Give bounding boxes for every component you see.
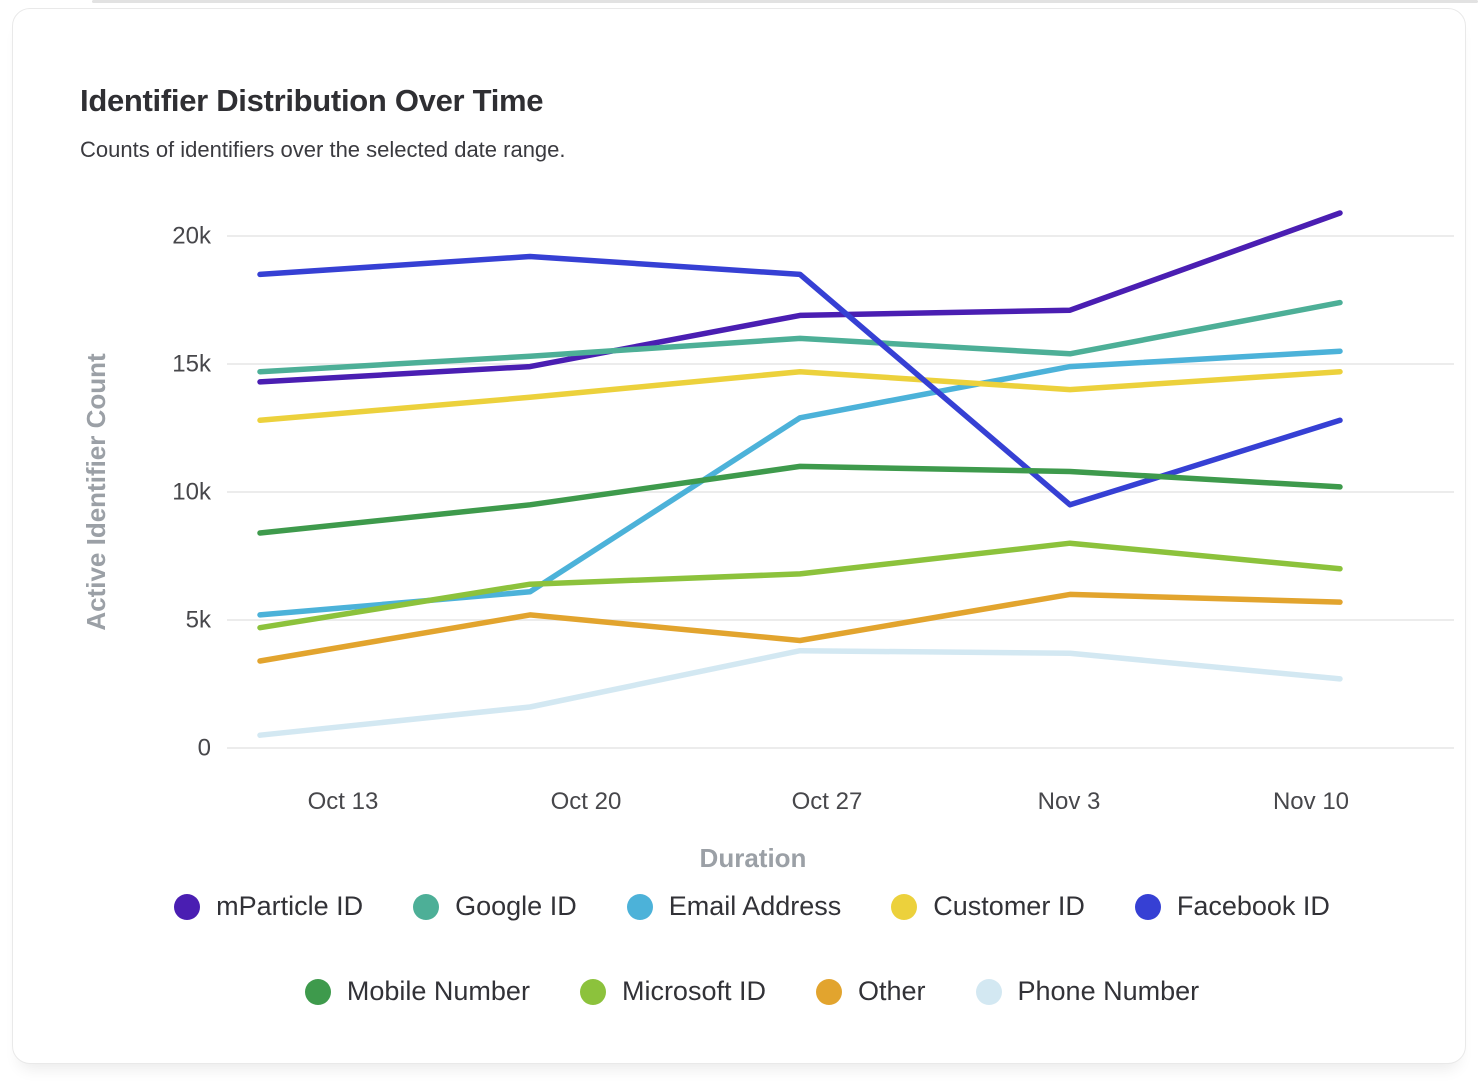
series-line-google-id [257, 299, 1343, 375]
legend-dot-microsoft-id [579, 978, 606, 1005]
y-tick-label: 5k [186, 607, 212, 634]
chart-subtitle: Counts of identifiers over the selected … [80, 137, 566, 162]
legend-row-2: Mobile Number Microsoft ID Other Phone Numb… [13, 976, 1478, 1007]
x-tick-label: Oct 27 [792, 788, 863, 815]
legend-dot-mobile-number [304, 978, 331, 1005]
legend-label: Email Address [668, 891, 842, 921]
legend-dot-google-id [413, 893, 440, 920]
legend-item-google-id[interactable]: Google ID [413, 891, 577, 922]
legend-item-mobile-number[interactable]: Mobile Number [304, 976, 530, 1007]
series-line-mobile-number [257, 463, 1343, 536]
x-tick-label: Oct 13 [308, 788, 379, 815]
x-tick-label: Oct 20 [551, 788, 622, 815]
x-tick-label: Nov 10 [1273, 788, 1349, 815]
legend-item-other[interactable]: Other [815, 976, 926, 1007]
series-line-mparticle-id [257, 210, 1343, 385]
legend-item-email-address[interactable]: Email Address [626, 891, 842, 922]
legend-dot-facebook-id [1134, 893, 1161, 920]
y-tick-label: 20k [172, 223, 212, 250]
chart-legend: mParticle ID Google ID Email Address Custom… [13, 891, 1478, 1007]
legend-label: Customer ID [933, 891, 1085, 921]
series-line-phone-number [257, 647, 1343, 738]
legend-label: Phone Number [1017, 976, 1200, 1006]
legend-item-phone-number[interactable]: Phone Number [975, 976, 1200, 1007]
legend-dot-email-address [626, 893, 653, 920]
series-line-microsoft-id [257, 540, 1343, 631]
legend-label: Facebook ID [1176, 891, 1330, 921]
legend-item-microsoft-id[interactable]: Microsoft ID [579, 976, 766, 1007]
legend-label: Other [857, 976, 926, 1006]
legend-row-1: mParticle ID Google ID Email Address Custom… [13, 891, 1478, 922]
x-tick-label: Nov 3 [1038, 788, 1101, 815]
legend-item-mparticle-id[interactable]: mParticle ID [174, 891, 363, 922]
chart-title: Identifier Distribution Over Time [80, 83, 544, 118]
line-chart: 0 5k 10k 15k 20k Oct 13 Oct 20 Oct 27 Nov 3 Nov 1… [81, 210, 1454, 873]
legend-label: Google ID [455, 891, 577, 921]
y-tick-label: 10k [172, 479, 212, 506]
legend-label: mParticle ID [216, 891, 364, 921]
legend-dot-customer-id [891, 893, 918, 920]
y-axis-title: Active Identifier Count [81, 353, 111, 631]
legend-dot-phone-number [975, 978, 1002, 1005]
legend-label: Mobile Number [346, 976, 530, 1006]
series-line-customer-id [257, 368, 1343, 424]
legend-dot-mparticle-id [174, 893, 201, 920]
x-axis-title: Duration [700, 843, 807, 873]
legend-item-facebook-id[interactable]: Facebook ID [1134, 891, 1330, 922]
chart-card: Identifier Distribution Over Time Counts… [12, 8, 1466, 1064]
top-edge-divider [92, 0, 1478, 3]
legend-item-customer-id[interactable]: Customer ID [891, 891, 1085, 922]
y-tick-label: 0 [198, 735, 211, 762]
legend-dot-other [815, 978, 842, 1005]
legend-label: Microsoft ID [621, 976, 766, 1006]
y-tick-label: 15k [172, 351, 212, 378]
series-line-other [257, 591, 1343, 664]
